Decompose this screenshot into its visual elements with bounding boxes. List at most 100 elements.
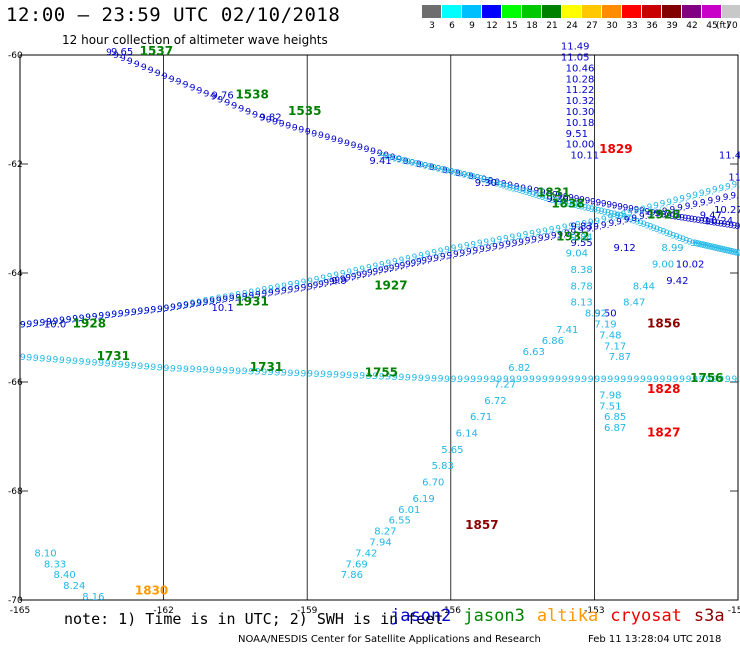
track-mark: 9. [279, 119, 288, 129]
track-mark: 9. [412, 374, 421, 384]
track-mark: 9. [386, 259, 395, 269]
time-label: 1756 [690, 371, 723, 385]
track-mark: 9. [353, 266, 362, 276]
track-mark: 9. [229, 367, 238, 377]
track-mark: 9. [383, 153, 392, 163]
track-mark: 9. [640, 375, 649, 385]
track-mark: 9. [203, 298, 212, 308]
track-mark: 9. [574, 195, 583, 205]
track-mark: 9. [320, 370, 329, 380]
track-mark: 9. [266, 115, 275, 125]
track-mark: 9. [523, 231, 532, 241]
track-mark: 9. [660, 200, 669, 210]
track-mark: 9. [614, 212, 623, 222]
track-mark: 9. [281, 369, 290, 379]
track-mark: 9. [533, 187, 542, 197]
track-mark: 9. [216, 294, 225, 304]
track-mark: 9. [137, 307, 146, 317]
track-mark: 9. [540, 193, 549, 203]
track-mark: 9. [527, 189, 536, 199]
swh-value-label: 10.1 [211, 303, 233, 314]
track-mark: 9. [79, 358, 88, 368]
track-mark: 9. [124, 361, 133, 371]
track-mark: 9. [616, 217, 625, 227]
track-mark: 9. [621, 375, 630, 385]
track-mark: 9. [680, 235, 689, 245]
swh-value-label: 8.10 [34, 548, 56, 559]
track-mark: 9. [301, 283, 310, 293]
track-mark: 9. [400, 261, 409, 271]
track-mark: 9. [242, 367, 251, 377]
track-mark: 9. [628, 205, 637, 215]
track-mark: 9. [712, 375, 721, 385]
track-mark: 9. [442, 166, 451, 176]
track-mark: 9. [660, 375, 669, 385]
track-mark: 9. [556, 197, 565, 207]
track-mark: 9. [650, 209, 659, 219]
track-mark: 9. [609, 219, 618, 229]
track-mark: 9. [127, 57, 136, 67]
swh-value-label: 7.17 [604, 341, 626, 352]
track-mark: 9. [262, 286, 271, 296]
track-mark: 9. [59, 316, 68, 326]
track-mark: 9. [523, 375, 532, 385]
swh-value-label: 6.19 [413, 494, 435, 505]
track-mark: 9. [294, 369, 303, 379]
track-mark: 9. [268, 284, 277, 294]
y-tick-label: -66 [8, 378, 23, 388]
track-mark: 9. [320, 274, 329, 284]
track-mark: 9. [727, 247, 736, 257]
track-mark: 9. [141, 63, 150, 73]
track-mark: 9. [562, 375, 571, 385]
swh-value-label: 8.16 [82, 592, 104, 603]
track-mark: 9. [529, 229, 538, 239]
swh-value-label: 9.76 [211, 91, 233, 102]
track-mark: 9. [544, 233, 553, 243]
track-mark: 9. [268, 368, 277, 378]
track-mark: 9. [457, 169, 466, 179]
track-mark: 9. [33, 354, 42, 364]
track-mark: 9. [294, 284, 303, 294]
track-mark: 9. [494, 178, 503, 188]
track-mark: 9. [144, 363, 153, 373]
swh-value-label: 7.27 [494, 379, 516, 390]
track-mark: 9. [731, 248, 740, 258]
color-swatch [602, 5, 622, 18]
track-mark: 9. [457, 243, 466, 253]
track-mark: 9. [383, 151, 392, 161]
track-mark: 9. [653, 201, 662, 211]
track-mark: 9. [464, 242, 473, 252]
track-mark: 9. [40, 318, 49, 328]
swh-value-label: 10.18 [566, 118, 595, 129]
track-mark: 9. [357, 143, 366, 153]
track-mark: 9. [444, 166, 453, 176]
track-mark: 9. [478, 174, 487, 184]
track-mark: 9. [666, 375, 675, 385]
track-mark: 9. [602, 208, 611, 218]
track-mark: 9. [235, 367, 244, 377]
track-mark: 9. [72, 315, 81, 325]
track-mark: 9. [570, 228, 579, 238]
track-mark: 9. [615, 211, 624, 221]
legend-jason2: jason2 [390, 606, 452, 626]
track-mark: 9. [262, 289, 271, 299]
time-label: 1838 [551, 197, 584, 211]
track-mark: 9. [59, 356, 68, 366]
track-mark: 9. [627, 208, 636, 218]
color-scale-label: 21 [546, 21, 558, 31]
track-mark: 9. [666, 198, 675, 208]
legend-s3a: s3a [693, 606, 725, 626]
x-tick-label: -159 [297, 606, 318, 616]
color-scale-label: 15 [506, 21, 518, 31]
satellite-legend: jason2 jason3 altika cryosat s3a [390, 606, 725, 626]
track-mark: 9. [488, 176, 497, 186]
track-mark: 9. [359, 372, 368, 382]
track-mark: 9. [425, 374, 434, 384]
track-mark: 9. [325, 133, 334, 143]
track-mark: 9. [79, 314, 88, 324]
track-mark: 9. [372, 262, 381, 272]
track-mark: 9. [366, 372, 375, 382]
track-mark: 9. [418, 252, 427, 262]
track-mark: 9. [595, 199, 604, 209]
track-mark: 9. [483, 238, 492, 248]
